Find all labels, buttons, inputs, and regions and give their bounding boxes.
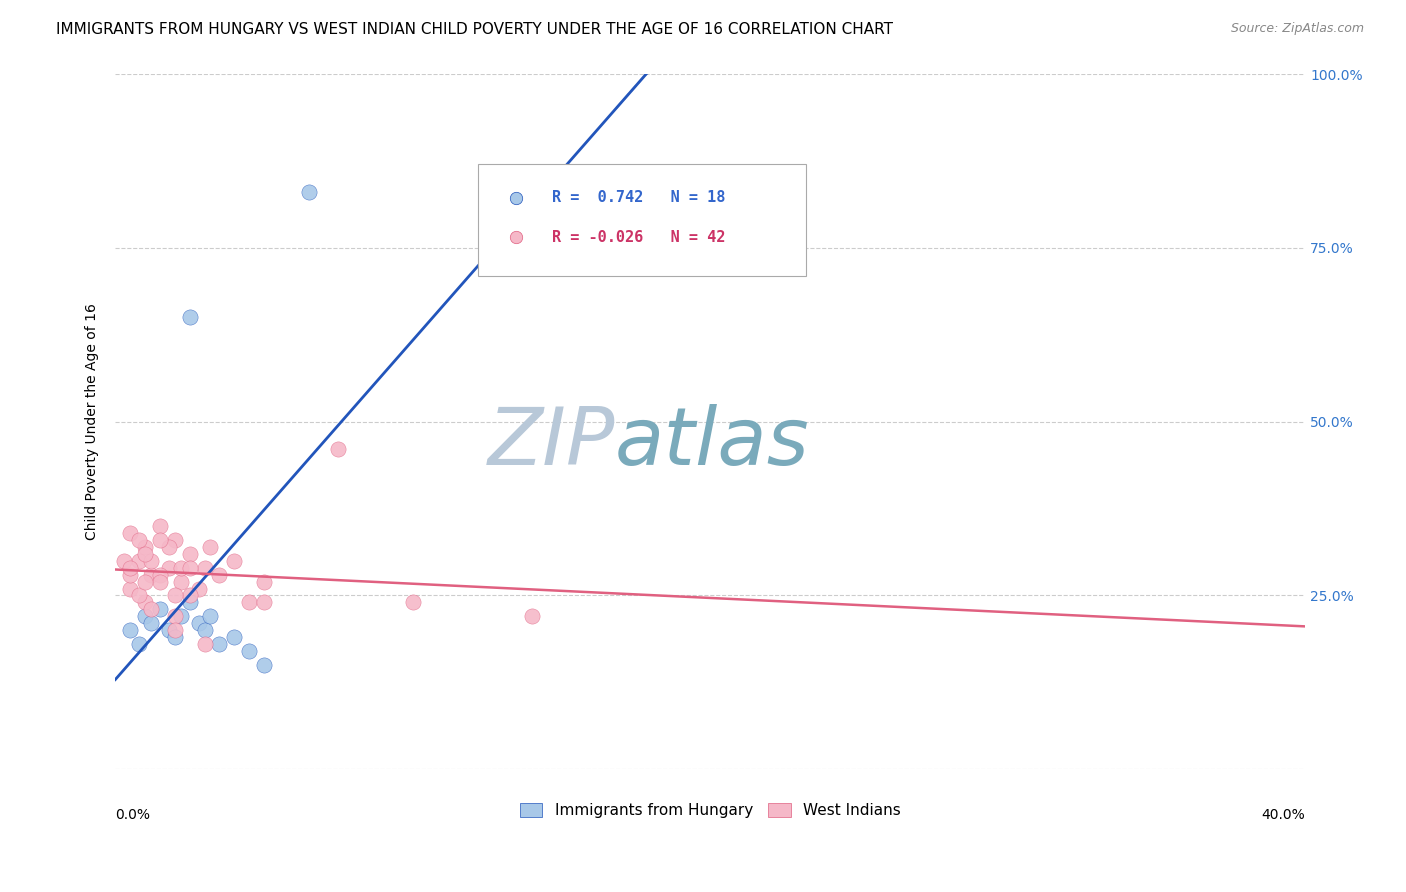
Point bbox=[200, 540, 222, 554]
Point bbox=[149, 602, 172, 616]
Point bbox=[208, 567, 231, 582]
Point bbox=[120, 560, 142, 574]
Text: Source: ZipAtlas.com: Source: ZipAtlas.com bbox=[1230, 22, 1364, 36]
Point bbox=[163, 533, 186, 547]
Point bbox=[128, 589, 150, 603]
Point bbox=[163, 609, 186, 624]
Point bbox=[134, 609, 156, 624]
Point bbox=[163, 630, 186, 644]
Point bbox=[157, 540, 180, 554]
Text: 0.0%: 0.0% bbox=[115, 807, 150, 822]
Point bbox=[114, 756, 136, 771]
Point bbox=[170, 560, 193, 574]
Point bbox=[253, 595, 276, 609]
Point bbox=[163, 624, 186, 638]
Text: ZIP: ZIP bbox=[488, 403, 614, 482]
Point bbox=[139, 554, 162, 568]
Legend: Immigrants from Hungary, West Indians: Immigrants from Hungary, West Indians bbox=[513, 797, 907, 824]
FancyBboxPatch shape bbox=[478, 164, 806, 276]
Point bbox=[134, 595, 156, 609]
Point bbox=[187, 616, 209, 631]
Point bbox=[200, 609, 222, 624]
Point bbox=[179, 547, 201, 561]
Point bbox=[402, 595, 425, 609]
Point bbox=[149, 519, 172, 533]
Text: atlas: atlas bbox=[614, 403, 810, 482]
Point bbox=[134, 574, 156, 589]
Point bbox=[238, 595, 260, 609]
Point bbox=[208, 637, 231, 651]
Point bbox=[163, 589, 186, 603]
Point bbox=[179, 595, 201, 609]
Point bbox=[112, 554, 135, 568]
Point bbox=[179, 560, 201, 574]
Point bbox=[128, 533, 150, 547]
Point bbox=[157, 560, 180, 574]
Point bbox=[120, 567, 142, 582]
Point bbox=[224, 630, 246, 644]
Point bbox=[139, 567, 162, 582]
Point bbox=[179, 310, 201, 325]
Point bbox=[149, 567, 172, 582]
Point bbox=[328, 442, 350, 457]
Point bbox=[170, 609, 193, 624]
Point bbox=[114, 756, 136, 771]
Point bbox=[238, 644, 260, 658]
Point bbox=[157, 624, 180, 638]
Point bbox=[139, 602, 162, 616]
Point bbox=[253, 658, 276, 673]
Text: R = -0.026   N = 42: R = -0.026 N = 42 bbox=[553, 230, 725, 245]
Point bbox=[134, 540, 156, 554]
Point bbox=[193, 637, 215, 651]
Point bbox=[193, 624, 215, 638]
Point bbox=[120, 624, 142, 638]
Text: 40.0%: 40.0% bbox=[1261, 807, 1305, 822]
Y-axis label: Child Poverty Under the Age of 16: Child Poverty Under the Age of 16 bbox=[86, 303, 100, 540]
Point bbox=[134, 547, 156, 561]
Point bbox=[187, 582, 209, 596]
Point bbox=[224, 554, 246, 568]
Point bbox=[149, 533, 172, 547]
Text: R =  0.742   N = 18: R = 0.742 N = 18 bbox=[553, 190, 725, 205]
Point bbox=[128, 554, 150, 568]
Point bbox=[139, 616, 162, 631]
Point bbox=[298, 185, 321, 199]
Point bbox=[253, 574, 276, 589]
Point bbox=[193, 560, 215, 574]
Point bbox=[128, 637, 150, 651]
Point bbox=[520, 609, 543, 624]
Point bbox=[149, 574, 172, 589]
Point bbox=[170, 574, 193, 589]
Text: IMMIGRANTS FROM HUNGARY VS WEST INDIAN CHILD POVERTY UNDER THE AGE OF 16 CORRELA: IMMIGRANTS FROM HUNGARY VS WEST INDIAN C… bbox=[56, 22, 893, 37]
Point bbox=[179, 589, 201, 603]
Point bbox=[120, 525, 142, 540]
Point bbox=[120, 582, 142, 596]
